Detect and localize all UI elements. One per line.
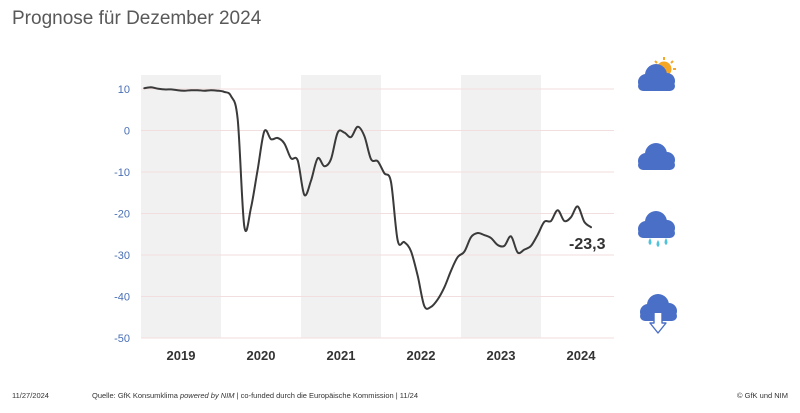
x-tick-label: 2019 bbox=[167, 348, 196, 363]
x-tick-label: 2021 bbox=[327, 348, 356, 363]
y-tick-label: -10 bbox=[114, 167, 130, 179]
y-tick-label: -40 bbox=[114, 292, 130, 304]
y-tick-label: 0 bbox=[124, 126, 130, 138]
x-tick-label: 2022 bbox=[407, 348, 436, 363]
sun-cloud-icon bbox=[638, 57, 676, 91]
rain-cloud-icon bbox=[638, 211, 675, 247]
footer-copyright: © GfK und NIM bbox=[737, 391, 788, 400]
page-title: Prognose für Dezember 2024 bbox=[12, 8, 262, 29]
cloud-icon bbox=[638, 143, 675, 170]
footer-source: Quelle: GfK Konsumklima powered by NIM |… bbox=[92, 391, 418, 400]
x-tick-label: 2023 bbox=[487, 348, 516, 363]
year-band-2019 bbox=[141, 75, 221, 338]
y-tick-label: -50 bbox=[114, 333, 130, 345]
last-value-label: -23,3 bbox=[569, 236, 606, 253]
year-band-2023 bbox=[461, 75, 541, 338]
year-band-2021 bbox=[301, 75, 381, 338]
footer-date: 11/27/2024 bbox=[12, 391, 49, 400]
y-tick-label: -20 bbox=[114, 209, 130, 221]
x-tick-label: 2020 bbox=[247, 348, 276, 363]
thunderstorm-cloud-icon bbox=[640, 294, 677, 334]
x-tick-label: 2024 bbox=[567, 348, 597, 363]
footer-source-suffix: | co-funded durch die Europäische Kommis… bbox=[234, 391, 419, 400]
footer-source-powered: powered by NIM bbox=[179, 391, 235, 400]
footer-source-prefix: Quelle: GfK Konsumklima bbox=[92, 391, 180, 400]
y-tick-label: 10 bbox=[118, 84, 130, 96]
y-tick-label: -30 bbox=[114, 250, 130, 262]
series-line bbox=[143, 86, 592, 310]
